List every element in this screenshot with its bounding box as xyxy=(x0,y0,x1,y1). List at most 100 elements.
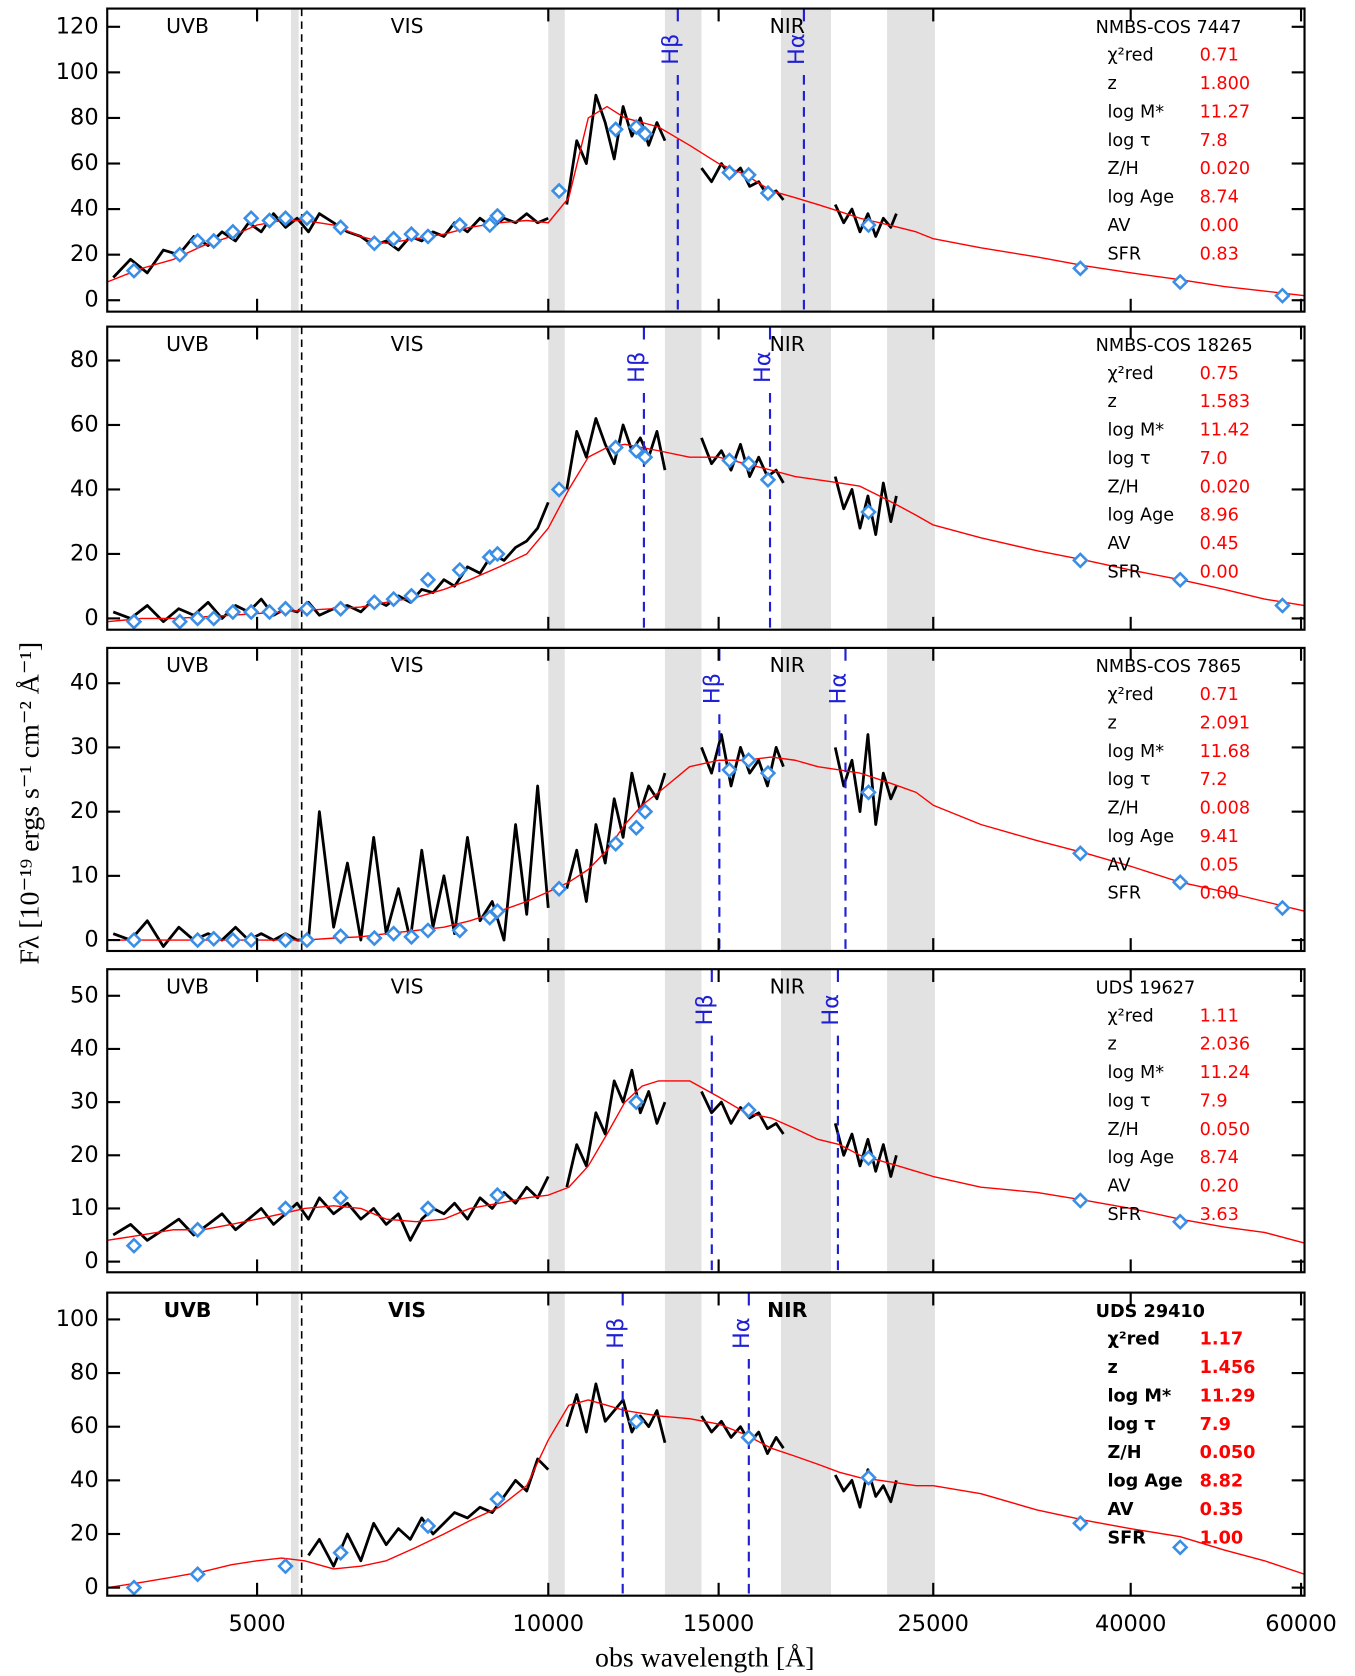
photometry-point xyxy=(171,246,189,263)
param-label: AV xyxy=(1107,534,1130,554)
telluric-band xyxy=(548,1292,565,1596)
photometry-point xyxy=(740,455,757,472)
photometry-point xyxy=(205,610,222,627)
photometry-point xyxy=(550,182,568,200)
emission-line-label: Hβ xyxy=(692,994,718,1025)
photometry-point xyxy=(489,902,506,920)
photometry-point xyxy=(628,1413,645,1430)
photometry-point xyxy=(860,1469,877,1486)
telluric-band xyxy=(887,647,935,951)
telluric-band xyxy=(887,326,935,630)
arm-label: VIS xyxy=(388,1298,426,1322)
param-value: 0.00 xyxy=(1200,216,1239,236)
photometry-point xyxy=(740,166,757,184)
photometry-point xyxy=(403,587,420,605)
object-name: NMBS-COS 7865 xyxy=(1096,657,1242,677)
arm-label: NIR xyxy=(767,1298,808,1322)
photometry-point xyxy=(636,448,654,466)
photometry-point xyxy=(189,931,206,949)
y-tick-label: 80 xyxy=(70,347,99,373)
photometry-point xyxy=(366,929,383,947)
photometry-point xyxy=(224,931,242,949)
x-axis-title: obs wavelength [Å] xyxy=(595,1642,814,1673)
object-name: UDS 29410 xyxy=(1096,1302,1205,1322)
param-value: 11.29 xyxy=(1200,1386,1256,1406)
spectrum xyxy=(307,1382,898,1568)
param-label: χ²red xyxy=(1107,685,1153,705)
param-label: Z/H xyxy=(1107,1120,1138,1140)
param-label: χ²red xyxy=(1107,1006,1153,1026)
emission-line-label: Hα xyxy=(729,1317,755,1349)
param-label: z xyxy=(1107,74,1116,94)
arm-label: UVB xyxy=(164,1298,212,1322)
panel xyxy=(107,1292,1305,1596)
param-label: z xyxy=(1107,713,1116,733)
param-value: 1.11 xyxy=(1200,1006,1239,1026)
arm-label: VIS xyxy=(391,14,424,38)
param-value: 0.83 xyxy=(1200,244,1239,264)
photometry-point xyxy=(242,931,260,949)
photometry-point xyxy=(628,118,645,136)
telluric-band xyxy=(290,326,299,630)
photometry-point xyxy=(125,613,143,630)
telluric-band xyxy=(290,1292,299,1596)
param-label: log Age xyxy=(1107,506,1174,526)
y-tick-label: 100 xyxy=(56,1306,99,1332)
param-label: χ²red xyxy=(1107,46,1153,66)
param-label: χ²red xyxy=(1107,1330,1159,1350)
telluric-band xyxy=(780,647,832,951)
param-label: Z/H xyxy=(1107,477,1138,497)
telluric-band xyxy=(887,1292,935,1596)
y-tick-label: 40 xyxy=(70,670,99,696)
photometry-point xyxy=(419,571,437,588)
arm-label: NIR xyxy=(770,653,805,677)
y-tick-label: 60 xyxy=(70,411,99,437)
param-value: 0.008 xyxy=(1200,799,1251,819)
param-value: 7.2 xyxy=(1200,770,1228,790)
param-value: 11.42 xyxy=(1200,421,1251,441)
param-value: 0.05 xyxy=(1200,855,1239,875)
photometry-point xyxy=(1171,1539,1189,1556)
photometry-point xyxy=(759,471,777,489)
photometry-point xyxy=(636,803,654,820)
y-tick-label: 60 xyxy=(70,150,99,176)
arm-label: UVB xyxy=(166,14,209,38)
x-tick-label: 5000 xyxy=(228,1611,285,1637)
arm-label: UVB xyxy=(166,332,209,356)
photometry-point xyxy=(261,212,278,229)
spectrum xyxy=(112,93,898,279)
param-value: 1.456 xyxy=(1200,1358,1256,1378)
y-tick-label: 60 xyxy=(70,1413,99,1439)
param-value: 0.71 xyxy=(1200,685,1239,705)
telluric-band xyxy=(548,969,565,1273)
photometry-point xyxy=(451,216,468,234)
telluric-band xyxy=(290,969,299,1273)
param-value: 0.020 xyxy=(1200,477,1251,497)
photometry-point xyxy=(332,600,349,617)
photometry-point xyxy=(419,1517,437,1535)
param-value: 8.74 xyxy=(1200,188,1239,208)
telluric-band xyxy=(664,647,702,951)
photometry-point xyxy=(550,481,568,498)
param-value: 0.20 xyxy=(1200,1177,1239,1197)
photometry-point xyxy=(125,262,143,279)
telluric-band xyxy=(664,969,702,1273)
emission-line-label: Hβ xyxy=(603,1318,629,1349)
photometry-point xyxy=(277,931,294,949)
telluric-band xyxy=(887,8,935,312)
param-value: 2.036 xyxy=(1200,1035,1251,1055)
arm-label: NIR xyxy=(770,14,805,38)
photometry-point xyxy=(298,209,316,227)
y-tick-label: 10 xyxy=(70,862,99,888)
param-value: 8.74 xyxy=(1200,1148,1239,1168)
photometry-point xyxy=(860,1149,877,1167)
photometry-point xyxy=(1171,1213,1189,1230)
photometry-point xyxy=(385,590,402,608)
photometry-point xyxy=(1274,287,1291,304)
param-label: log τ xyxy=(1107,770,1150,790)
telluric-band xyxy=(780,8,832,312)
arm-label: UVB xyxy=(166,974,209,998)
emission-line-label: Hα xyxy=(750,351,776,383)
x-tick-label: 10000 xyxy=(513,1611,584,1637)
photometry-point xyxy=(550,880,568,897)
